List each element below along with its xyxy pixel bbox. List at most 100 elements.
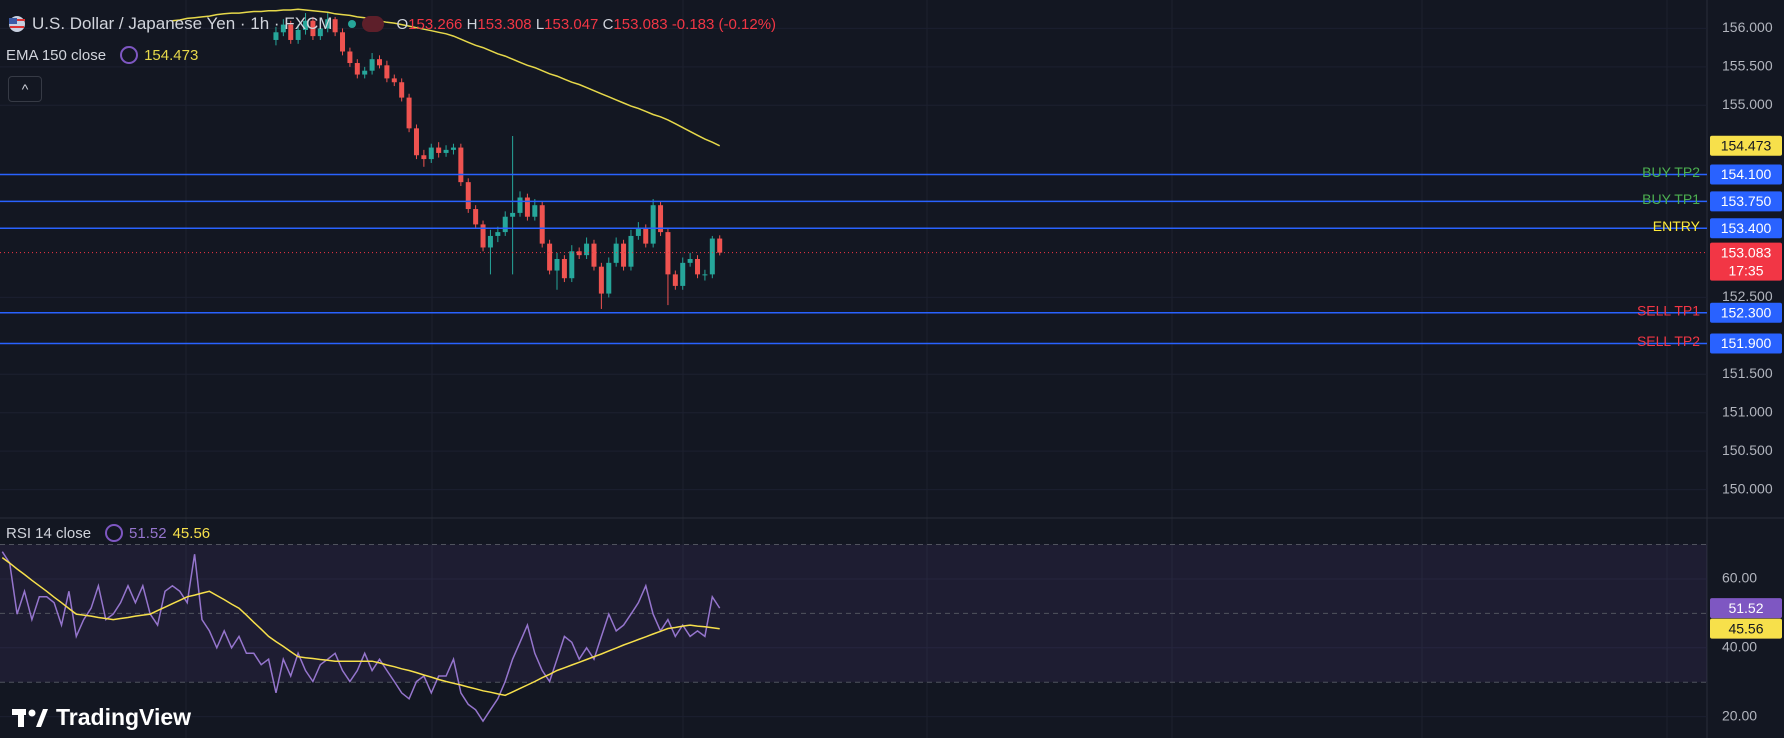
logo-icon xyxy=(12,708,48,727)
level-label: SELL TP2 xyxy=(1637,333,1700,349)
y-tick-label: 152.500 xyxy=(1722,288,1773,304)
y-tick-label: 151.500 xyxy=(1722,365,1773,381)
y-tick-label: 40.00 xyxy=(1722,638,1757,654)
candle-body xyxy=(413,128,419,156)
candle-body xyxy=(325,19,331,29)
candle-body xyxy=(532,205,538,217)
level-tag: 152.300 xyxy=(1721,305,1772,321)
y-tick-label: 20.00 xyxy=(1722,707,1757,723)
ohlc-label: O xyxy=(396,15,409,33)
candle-body xyxy=(340,32,346,52)
candle-body xyxy=(606,262,612,294)
candle-body xyxy=(672,274,678,286)
y-tick-label: 151.000 xyxy=(1722,403,1773,419)
candle-body xyxy=(473,209,479,225)
status-badge xyxy=(362,16,385,32)
ema-legend: EMA 150 close 154.473 xyxy=(6,46,198,64)
candle-body xyxy=(643,228,649,244)
candle-body xyxy=(273,32,279,40)
candle-body xyxy=(613,243,619,263)
rsi-pane xyxy=(0,544,1707,723)
candle-body xyxy=(362,70,368,75)
candle-body xyxy=(428,147,434,160)
axes: 150.000 150.500 151.000 151.500 152.500 155.0… xyxy=(0,19,1782,723)
candle-body xyxy=(628,235,634,267)
level-label: BUY TP2 xyxy=(1642,164,1700,180)
candle-body xyxy=(524,197,530,217)
ema-value: 154.473 xyxy=(144,46,199,64)
rsi-tag: 45.56 xyxy=(1728,620,1763,636)
ohlc: O153.266 H153.308 L153.047 C153.083 -0.1… xyxy=(396,16,776,33)
candle-body xyxy=(510,212,516,217)
candle-body xyxy=(295,29,301,40)
candle-body xyxy=(458,147,464,183)
candle-body xyxy=(576,251,582,256)
level-tag: 154.100 xyxy=(1721,166,1772,182)
vertical-grid xyxy=(185,0,1668,738)
candle-body xyxy=(421,155,427,160)
indicator-icon xyxy=(120,46,139,64)
ohlc-label: C xyxy=(602,15,614,33)
level-tag: 153.400 xyxy=(1721,220,1772,236)
y-tick-label: 60.00 xyxy=(1722,570,1757,586)
price-tag-bg xyxy=(1710,242,1782,281)
candle-body xyxy=(495,232,501,236)
candle-body xyxy=(288,24,294,40)
candle-body xyxy=(310,20,316,37)
ohlc-label: H xyxy=(466,15,478,33)
candle-body xyxy=(399,82,405,98)
brand: TradingView xyxy=(56,704,192,730)
level-tag: 153.750 xyxy=(1721,193,1772,209)
candle-body xyxy=(584,243,590,256)
y-tick-label: 150.500 xyxy=(1722,442,1773,458)
candle-body xyxy=(680,262,686,286)
level-label: SELL TP1 xyxy=(1637,303,1700,319)
candle-body xyxy=(687,259,693,263)
level-label: BUY TP1 xyxy=(1642,191,1700,207)
rsi-tag-bg xyxy=(1710,618,1782,639)
candle-body xyxy=(480,224,486,248)
candle-body xyxy=(702,274,708,276)
candle-body xyxy=(539,205,545,244)
ohlc-value: 153.047 xyxy=(544,15,599,33)
line-series xyxy=(1,556,720,697)
ohlc-value: 153.083 xyxy=(613,15,668,33)
rsi-name: RSI 14 close xyxy=(6,524,92,542)
candle-body xyxy=(280,24,286,33)
candle-body xyxy=(591,243,597,267)
candle-body xyxy=(554,259,560,271)
candle-body xyxy=(717,238,723,253)
candle-body xyxy=(436,147,442,153)
candle-body xyxy=(569,251,575,279)
level-tag-bg xyxy=(1710,191,1782,212)
price-tag: 153.083 xyxy=(1721,244,1772,260)
candle-body xyxy=(384,65,390,79)
y-tick-label: 156.000 xyxy=(1722,19,1773,35)
ohlc-value: 153.308 xyxy=(477,15,532,33)
y-tick-label: 150.000 xyxy=(1722,480,1773,496)
ema-tag: 154.473 xyxy=(1721,137,1772,153)
candle-body xyxy=(376,59,382,66)
y-tick-label: 155.500 xyxy=(1722,58,1773,74)
rsi-value: 51.52 xyxy=(129,524,167,542)
ohlc-value: 153.266 xyxy=(408,15,463,33)
collapse-button[interactable]: ^ xyxy=(8,76,42,102)
candle-body xyxy=(695,259,701,275)
candle-body xyxy=(465,182,471,210)
candle-body xyxy=(635,228,641,236)
candle-body xyxy=(561,259,567,279)
candle-body xyxy=(391,78,397,83)
countdown: 17:35 xyxy=(1728,262,1763,278)
candle-body xyxy=(332,19,338,33)
ohlc-label: L xyxy=(535,15,545,33)
level-label: ENTRY xyxy=(1653,218,1701,234)
rsi-ma-value: 45.56 xyxy=(172,524,211,542)
candle-body xyxy=(406,97,412,129)
candle-body xyxy=(598,266,604,294)
level-tag-bg xyxy=(1710,218,1782,239)
candle-body xyxy=(354,63,360,75)
symbol: U.S. Dollar / Japanese Yen · 1h · FXCM xyxy=(32,14,333,33)
candle-body xyxy=(369,59,375,71)
